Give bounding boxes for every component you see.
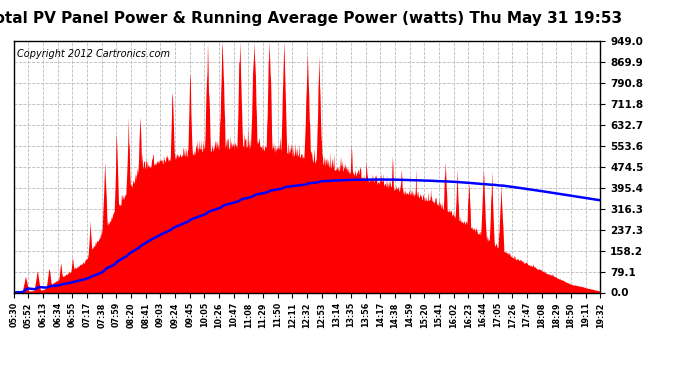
Text: Total PV Panel Power & Running Average Power (watts) Thu May 31 19:53: Total PV Panel Power & Running Average P… xyxy=(0,11,622,26)
Text: Copyright 2012 Cartronics.com: Copyright 2012 Cartronics.com xyxy=(17,49,170,59)
